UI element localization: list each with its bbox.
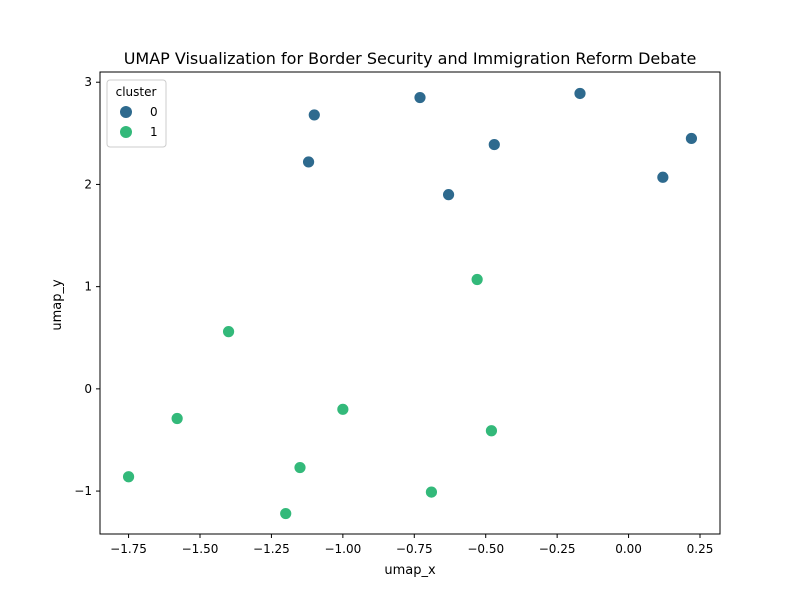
data-point-cluster-0 <box>442 188 455 202</box>
data-point-cluster-0 <box>573 87 587 100</box>
legend-marker-1 <box>120 126 132 138</box>
y-tick-label: −1 <box>74 484 92 498</box>
y-tick-label: 3 <box>84 75 92 89</box>
plot-frame <box>99 71 721 535</box>
x-tick-label: −0.50 <box>467 542 504 556</box>
data-point-cluster-1 <box>470 273 484 286</box>
legend: cluster 0 1 <box>106 79 167 148</box>
y-tick-label: 2 <box>84 177 92 191</box>
chart-title: UMAP Visualization for Border Security a… <box>124 49 697 68</box>
x-tick-label: −1.75 <box>110 542 147 556</box>
y-axis-label: umap_y <box>50 279 65 331</box>
data-point-cluster-0 <box>307 108 321 122</box>
x-tick-label: 0.25 <box>687 542 714 556</box>
data-point-cluster-0 <box>302 155 315 169</box>
y-axis-ticks: −1 0 1 2 3 <box>74 75 100 498</box>
legend-title: cluster <box>116 85 157 99</box>
data-point-cluster-1 <box>425 485 438 499</box>
legend-label-0: 0 <box>150 105 158 119</box>
data-point-cluster-1 <box>336 402 350 416</box>
data-point-cluster-0 <box>487 138 501 151</box>
x-tick-label: 0.00 <box>615 542 642 556</box>
y-tick-label: 0 <box>84 382 92 396</box>
x-tick-label: −0.75 <box>396 542 433 556</box>
data-point-cluster-1 <box>222 325 235 339</box>
x-axis-ticks: −1.75 −1.50 −1.25 −1.00 −0.75 −0.50 −0.25 0.00 0… <box>110 534 713 556</box>
data-point-cluster-0 <box>656 170 670 184</box>
data-point-cluster-0 <box>685 132 698 145</box>
data-point-cluster-1 <box>485 424 498 438</box>
data-point-cluster-1 <box>293 461 307 474</box>
x-axis-label: umap_x <box>384 563 436 578</box>
legend-label-1: 1 <box>150 125 158 139</box>
data-point-cluster-1 <box>170 412 184 425</box>
data-points <box>122 87 698 520</box>
plot-area <box>99 71 721 535</box>
data-point-cluster-0 <box>413 91 427 104</box>
x-tick-label: −0.25 <box>539 542 576 556</box>
x-tick-label: −1.50 <box>182 542 219 556</box>
y-tick-label: 1 <box>84 280 92 294</box>
legend-marker-0 <box>120 106 132 118</box>
x-tick-label: −1.00 <box>324 542 361 556</box>
x-tick-label: −1.25 <box>253 542 290 556</box>
data-point-cluster-1 <box>122 470 135 484</box>
data-point-cluster-1 <box>279 507 293 520</box>
